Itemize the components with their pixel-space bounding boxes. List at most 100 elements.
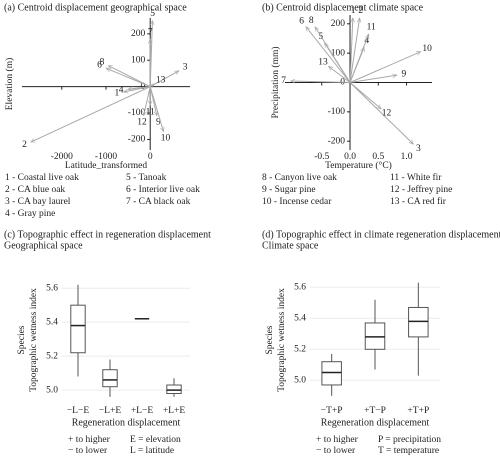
note: + to higher bbox=[68, 435, 111, 445]
note: E = elevation bbox=[130, 435, 181, 445]
x-tick-label: -0.5 bbox=[314, 152, 329, 162]
y-axis-label: Precipitation (mm) bbox=[270, 46, 281, 118]
arrow-label: 3 bbox=[183, 63, 188, 73]
arrow-label: 6 bbox=[97, 61, 102, 71]
x-tick-label: +T−P bbox=[364, 406, 386, 416]
box bbox=[102, 369, 118, 388]
arrow-label: 4 bbox=[364, 36, 369, 46]
y-tick-label: 5.6 bbox=[294, 282, 306, 292]
arrow-label: 2 bbox=[22, 140, 27, 150]
y-tick-label: -100 bbox=[128, 108, 146, 118]
y-tick-label: -200 bbox=[128, 135, 146, 145]
arrow-label: 10 bbox=[422, 44, 432, 54]
y-axis-label: Species bbox=[17, 325, 27, 354]
x-axis-label: Latitude_transformed bbox=[65, 160, 148, 171]
x-tick-label: 0.5 bbox=[372, 152, 384, 162]
x-axis-label: Regeneration displacement bbox=[321, 417, 430, 428]
y-tick-label: 5.4 bbox=[46, 317, 58, 327]
x-tick-label: −L+E bbox=[99, 406, 122, 416]
panel-title: (a) Centroid displacement geographical s… bbox=[4, 2, 187, 13]
species-key-item: 12 - Jeffrey pine bbox=[390, 184, 452, 195]
arrow bbox=[31, 86, 151, 143]
y-axis-label: Topographic wetness index bbox=[277, 288, 287, 392]
y-tick-label: 0 bbox=[140, 82, 145, 92]
species-key-item: 1 - Coastal live oak bbox=[5, 173, 79, 183]
y-tick-label: -100 bbox=[328, 107, 346, 117]
x-tick-label: 0.0 bbox=[344, 152, 356, 162]
arrow-label: 5 bbox=[150, 9, 155, 19]
box bbox=[408, 306, 429, 338]
arrow bbox=[306, 27, 351, 83]
arrow bbox=[128, 86, 151, 90]
x-axis-label: Temperature (°C) bbox=[325, 160, 392, 171]
box bbox=[364, 322, 386, 350]
arrow bbox=[349, 18, 360, 83]
species-key-item: 5 - Tanoak bbox=[126, 173, 167, 183]
arrow-label: 11 bbox=[146, 107, 155, 117]
arrow-label: 8 bbox=[309, 16, 314, 26]
x-axis-label: Regeneration displacement bbox=[72, 417, 181, 428]
species-key-item: 13 - CA red fir bbox=[390, 196, 447, 207]
species-key-item: 4 - Gray pine bbox=[5, 209, 55, 219]
box bbox=[70, 304, 86, 354]
note: T = temperature bbox=[378, 446, 439, 456]
arrow-label: 1 bbox=[351, 6, 356, 16]
y-tick-label: 5.0 bbox=[294, 375, 306, 385]
arrow-label: 1 bbox=[114, 88, 119, 98]
arrow bbox=[108, 65, 151, 88]
species-key-item: 6 - Interior live oak bbox=[126, 185, 200, 195]
x-tick-label: +T+P bbox=[407, 406, 429, 416]
box bbox=[166, 384, 182, 395]
species-key-item: 8 - Canyon live oak bbox=[262, 173, 337, 183]
arrow-label: 12 bbox=[382, 109, 392, 119]
arrow-label: 12 bbox=[137, 118, 147, 128]
x-tick-label: 0 bbox=[148, 152, 153, 162]
arrow bbox=[291, 81, 351, 82]
y-axis-label: Topographic wetness index bbox=[29, 288, 39, 392]
y-tick-label: 5.6 bbox=[46, 283, 58, 293]
arrow bbox=[150, 83, 154, 87]
x-tick-label: +L+E bbox=[163, 406, 186, 416]
x-tick-label: 1.0 bbox=[401, 152, 413, 162]
arrow-label: 7 bbox=[281, 76, 286, 86]
panel-title: Climate space bbox=[262, 240, 319, 251]
arrow bbox=[349, 18, 353, 83]
note: P = precipitation bbox=[378, 435, 441, 445]
y-tick-label: 5.2 bbox=[46, 351, 58, 361]
arrow bbox=[314, 27, 351, 83]
arrow-label: 9 bbox=[156, 118, 161, 128]
arrow-label: 2 bbox=[358, 6, 363, 16]
arrow-label: 6 bbox=[299, 16, 304, 26]
arrow-label: 13 bbox=[318, 57, 328, 67]
y-tick-label: 5.4 bbox=[294, 313, 306, 323]
panel-title: (b) Centroid displacement climate space bbox=[262, 2, 424, 13]
arrow bbox=[349, 34, 369, 83]
panel-title: (d) Topographic effect in climate regene… bbox=[262, 229, 500, 240]
panel-title: Geographical space bbox=[4, 240, 83, 251]
x-tick-label: -2000 bbox=[51, 152, 73, 162]
arrow-label: 13 bbox=[156, 76, 166, 86]
y-tick-label: 100 bbox=[131, 55, 146, 65]
arrow-label: 3 bbox=[416, 144, 421, 154]
arrow bbox=[149, 86, 163, 132]
y-tick-label: 200 bbox=[131, 29, 146, 39]
arrow-label: 11 bbox=[367, 23, 376, 33]
arrow bbox=[349, 82, 381, 109]
arrow-label: 4 bbox=[119, 85, 124, 95]
species-key-item: 3 - CA bay laurel bbox=[5, 197, 71, 207]
x-tick-label: -1000 bbox=[95, 152, 117, 162]
arrow-label: 5 bbox=[318, 32, 323, 42]
arrow-label: 9 bbox=[401, 69, 406, 79]
note: − to lower bbox=[316, 446, 356, 456]
x-tick-label: +L−E bbox=[131, 406, 154, 416]
species-key-item: 11 - White fir bbox=[390, 172, 442, 183]
arrow bbox=[349, 75, 397, 83]
arrow-label: 7 bbox=[148, 27, 153, 37]
arrow bbox=[144, 86, 151, 116]
arrow-label: 10 bbox=[161, 133, 171, 143]
y-tick-label: -200 bbox=[328, 136, 346, 146]
arrow bbox=[349, 82, 413, 145]
y-tick-label: 5.0 bbox=[46, 385, 58, 395]
arrow bbox=[106, 67, 151, 88]
